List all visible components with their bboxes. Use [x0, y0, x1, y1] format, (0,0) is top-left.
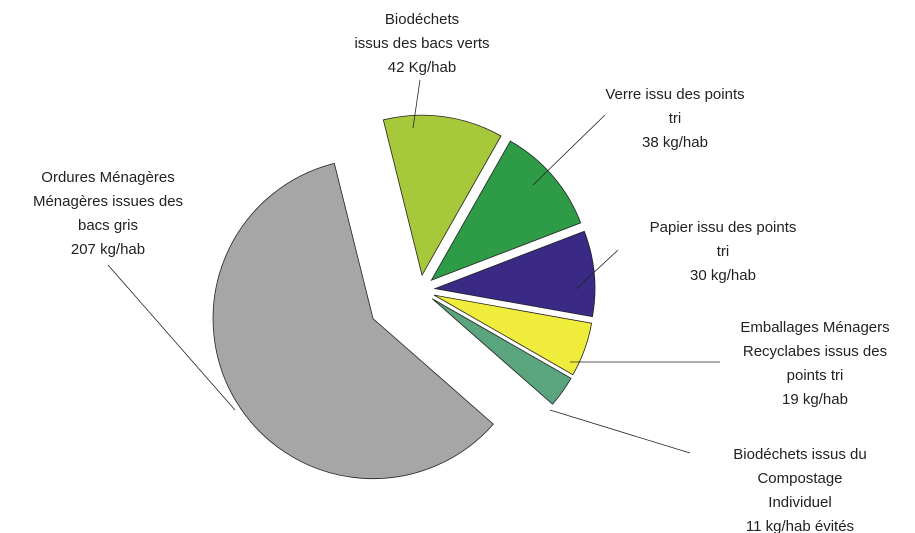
leader-line — [574, 249, 619, 291]
pie-slice — [431, 298, 572, 405]
leader-line — [107, 264, 236, 411]
slice-label: Recyclabes issus des — [743, 343, 887, 360]
slice-label: Compostage — [757, 470, 842, 487]
slice-label: Papier issu des points — [650, 219, 797, 236]
slice-label: issus des bacs verts — [354, 35, 489, 52]
pie-slice — [433, 230, 596, 318]
slice-label: Ordures Ménagères — [41, 169, 174, 186]
leader-line — [532, 114, 606, 186]
slice-label: Ménagères issues des — [33, 193, 183, 210]
value-label: 11 kg/hab évités — [746, 518, 854, 533]
slice-label: bacs gris — [78, 217, 138, 234]
value-label: 19 kg/hab — [782, 391, 848, 408]
slice-label: Biodéchets issus du — [733, 446, 866, 463]
leader-line — [549, 409, 691, 454]
value-label: 30 kg/hab — [690, 267, 756, 284]
value-label: 42 Kg/hab — [388, 59, 456, 76]
pie-slice — [430, 140, 582, 281]
slice-label: Biodéchets — [385, 11, 459, 28]
leader-line — [412, 79, 421, 129]
pie-slice — [382, 114, 502, 277]
slice-label: Verre issu des points — [605, 86, 744, 103]
value-label: 38 kg/hab — [642, 134, 708, 151]
value-label: 207 kg/hab — [71, 241, 145, 258]
pie-slice — [212, 162, 494, 480]
slice-label: tri — [669, 110, 682, 127]
slice-label: points tri — [787, 367, 844, 384]
slice-label: Individuel — [768, 494, 831, 511]
slice-label: tri — [717, 243, 730, 260]
pie-slice — [433, 294, 593, 376]
slice-label: Emballages Ménagers — [740, 319, 889, 336]
